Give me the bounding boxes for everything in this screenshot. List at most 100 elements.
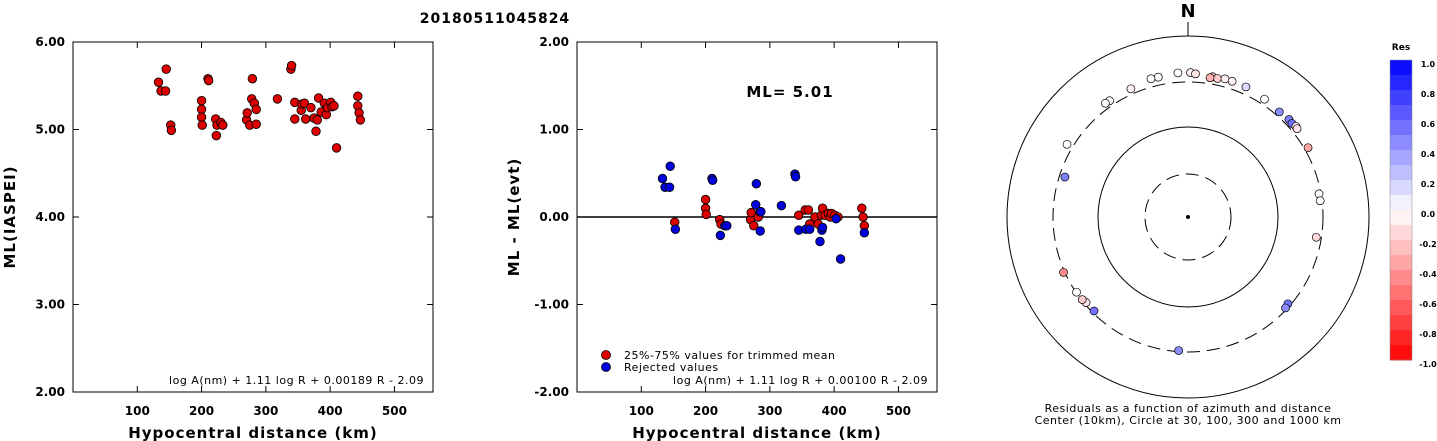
colorbar-cell [1390,180,1412,196]
legend-marker-rejected [601,362,611,372]
station-point [1059,268,1068,277]
colorbar-cell [1390,270,1412,286]
colorbar-cell [1390,240,1412,256]
data-point [805,224,815,234]
colorbar-tick-label: -1.0 [1419,360,1437,369]
data-points [153,60,366,153]
colorbar-cell [1390,135,1412,151]
station-point [1146,74,1156,84]
x-axis-label: Hypocentral distance (km) [128,424,378,441]
colorbar-cell [1390,150,1412,166]
data-point [311,126,321,136]
data-point [803,205,814,215]
y-tick-labels: 2.00 3.00 4.00 5.00 6.00 [35,35,433,399]
y-axis-label: ML - ML(evt) [505,158,523,276]
data-point [331,143,342,153]
colorbar-cell [1390,90,1412,106]
formula-label: log A(nm) + 1.11 log R + 0.00189 R - 2.0… [169,374,424,387]
data-point [306,102,316,113]
x-tick-label: 400 [318,404,343,418]
x-tick-label: 500 [886,404,911,418]
station-point [1241,82,1251,92]
data-point [657,173,668,184]
station-point [1213,74,1222,83]
data-point [247,74,258,84]
colorbar-tick-label: 0.0 [1421,210,1436,219]
data-point [857,203,867,213]
caption-line-2: Center (10km), Circle at 30, 100, 300 an… [1035,414,1342,427]
x-tick-label: 300 [253,404,278,418]
colorbar-cell [1390,330,1412,346]
data-point [670,224,681,234]
colorbar-tick-label: -0.6 [1419,300,1437,309]
data-point [312,115,322,125]
data-point [242,108,252,118]
data-point [353,91,363,101]
colorbar-cell [1390,345,1412,361]
data-point [665,161,675,171]
colorbar-cell [1390,225,1412,241]
x-tick-label: 400 [822,404,847,418]
colorbar-tick-labels: 1.0 0.8 0.6 0.4 0.2 0.0 -0.2 -0.4 -0.6 -0.8 -1.0 [1419,60,1437,369]
colorbar-tick-label: 0.8 [1421,90,1436,99]
legend: 25%-75% values for trimmed mean Rejected… [601,349,835,374]
colorbar-tick-label: -0.4 [1419,270,1437,279]
range-circle-30km [1144,173,1232,261]
station-point [1060,172,1070,182]
data-point [722,221,732,231]
data-point [272,94,283,104]
data-point [329,101,339,111]
station-point [1281,303,1290,313]
station-point [1227,76,1237,86]
data-point [751,179,762,189]
data-point [815,236,825,247]
colorbar-cell [1390,285,1412,301]
colorbar-cell [1390,210,1412,226]
data-point [286,60,297,71]
legend-marker-trimmed [601,350,611,360]
x-tick-label: 100 [629,404,654,418]
station-point [1205,73,1215,83]
y-tick-label: -1.00 [534,298,569,312]
data-point [251,104,261,115]
colorbar-cell [1390,315,1412,331]
data-point [858,212,868,222]
data-point [835,254,846,264]
data-point [664,182,675,192]
data-point [251,119,261,129]
range-circle-100km [1097,126,1279,308]
x-tick-labels: 100 200 300 400 500 [125,42,407,418]
data-point [196,112,207,122]
y-tick-label: -2.00 [534,385,569,399]
station-points [1059,68,1325,355]
y-tick-label: 3.00 [35,298,65,312]
station-point [1173,68,1183,78]
data-point [166,125,177,136]
station-point [1174,346,1184,355]
data-point [196,95,207,106]
data-point [160,86,171,96]
colorbar-tick-label: -0.8 [1419,330,1437,339]
station-point [1089,306,1099,316]
north-label: N [1180,1,1195,22]
x-tick-labels: 100 200 300 400 500 [629,42,911,418]
colorbar-tick-label: 0.4 [1421,150,1436,159]
colorbar-cells [1390,60,1412,361]
station-point [1292,124,1302,134]
station-point [1062,139,1072,149]
colorbar-cell [1390,300,1412,316]
azimuth-residual-plot: N Residuals as a function of azimuth and… [1006,1,1370,427]
colorbar-tick-label: 0.6 [1421,120,1436,129]
formula-label: log A(nm) + 1.11 log R + 0.00100 R - 2.0… [673,374,928,387]
data-point [211,130,222,141]
data-point [355,115,366,125]
data-point [197,120,207,130]
y-tick-label: 1.00 [539,123,569,137]
ml-annotation: ML= 5.01 [746,83,833,101]
station-point [1260,94,1269,104]
x-tick-label: 500 [382,404,407,418]
data-point [218,120,228,130]
ml-distance-plot: 100 200 300 400 500 2.00 3.00 4.00 5.00 6.00 log… [1,35,434,441]
data-point [715,230,726,241]
data-point [707,175,718,185]
